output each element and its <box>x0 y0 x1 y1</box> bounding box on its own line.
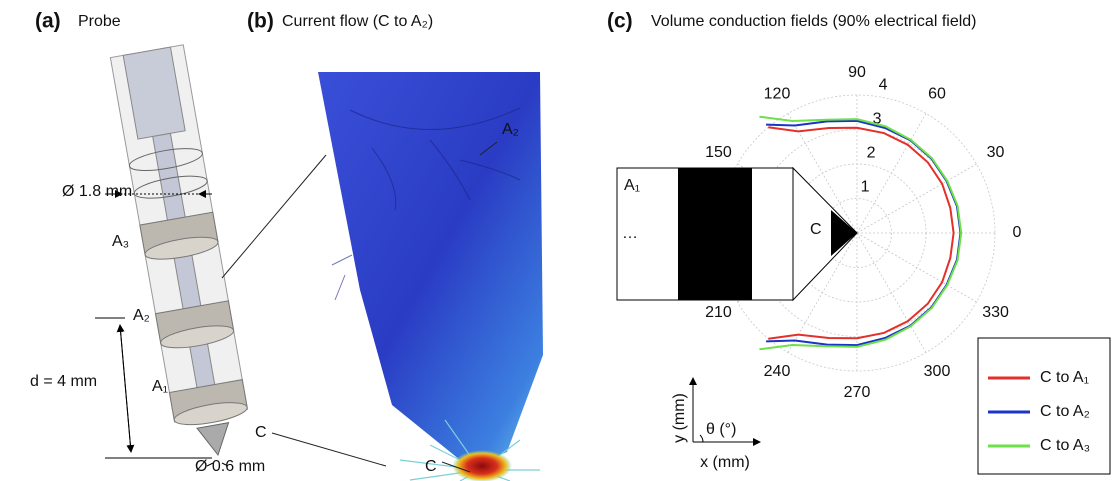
probe-drawing <box>109 44 249 457</box>
legend-box <box>977 337 1111 475</box>
electrode-label: A₁ <box>624 177 640 194</box>
probe-label: A₁ <box>152 378 168 395</box>
angle-tick-label: 90 <box>848 64 866 81</box>
axis-indicator-label: x (mm) <box>700 454 750 471</box>
panel-title: Current flow (C to A₂) <box>282 13 433 30</box>
angle-tick-label: 270 <box>844 384 871 401</box>
panel-letter: (c) <box>607 10 633 33</box>
grid-spoke <box>787 232 858 353</box>
panel-letter: (a) <box>35 10 61 33</box>
series-line <box>768 126 955 340</box>
series-line <box>759 115 963 351</box>
probe-label: A₃ <box>112 233 129 250</box>
grid-spoke <box>856 113 927 234</box>
electrode-label: … <box>622 225 638 242</box>
probe-label: Ø 0.6 mm <box>195 458 265 475</box>
polar-chart: 0 30 60 90 120 150 210 240 270 300 330 1 2 3 4 A₁ … Cy (m… <box>616 64 1111 475</box>
electrode-contact <box>678 168 752 300</box>
grid-spoke <box>856 232 977 303</box>
angle-tick-label: 150 <box>705 144 732 161</box>
probe-label: d = 4 mm <box>30 373 97 390</box>
angle-tick-label: 210 <box>705 304 732 321</box>
angle-tick-label: 240 <box>764 363 791 380</box>
electrode-tip <box>831 210 857 256</box>
radial-tick-label: 3 <box>873 110 882 127</box>
angle-tick-label: 30 <box>987 144 1005 161</box>
angle-tick-label: 0 <box>1013 224 1022 241</box>
grid-spoke <box>856 163 977 234</box>
legend-label: C to A₂ <box>1040 403 1090 420</box>
radial-tick-label: 2 <box>867 144 876 161</box>
current-flow-drawing <box>318 72 543 481</box>
panel-letter: (b) <box>247 10 274 33</box>
grid-spoke <box>787 113 858 234</box>
panel-title: Probe <box>78 13 121 30</box>
angle-tick-label: 120 <box>764 86 791 103</box>
electrode-cone <box>792 166 858 302</box>
flow-label: A₂ <box>502 121 519 138</box>
radial-tick-label: 1 <box>861 178 870 195</box>
panel-title: Volume conduction fields (90% electrical… <box>651 13 977 30</box>
axis-indicator-label: θ (°) <box>706 421 736 438</box>
axis-indicator-label: y (mm) <box>671 393 688 443</box>
grid-spoke <box>856 232 927 353</box>
radial-tick-label: 4 <box>879 76 888 93</box>
flow-label: C <box>425 458 437 475</box>
angle-arc <box>699 434 704 443</box>
probe-label: Ø 1.8 mm <box>62 183 132 200</box>
probe-label: A₂ <box>133 307 150 324</box>
probe-label: C <box>255 424 267 441</box>
legend-label: C to A₁ <box>1040 369 1089 386</box>
angle-tick-label: 60 <box>928 86 946 103</box>
legend-label: C to A₃ <box>1040 437 1090 454</box>
electrode-label: C <box>810 221 822 238</box>
angle-tick-label: 300 <box>924 363 951 380</box>
angle-tick-label: 330 <box>982 304 1009 321</box>
